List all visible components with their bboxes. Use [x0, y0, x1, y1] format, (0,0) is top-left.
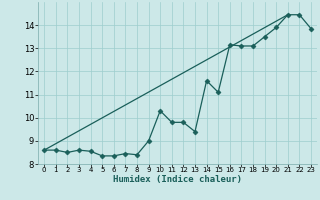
X-axis label: Humidex (Indice chaleur): Humidex (Indice chaleur) — [113, 175, 242, 184]
